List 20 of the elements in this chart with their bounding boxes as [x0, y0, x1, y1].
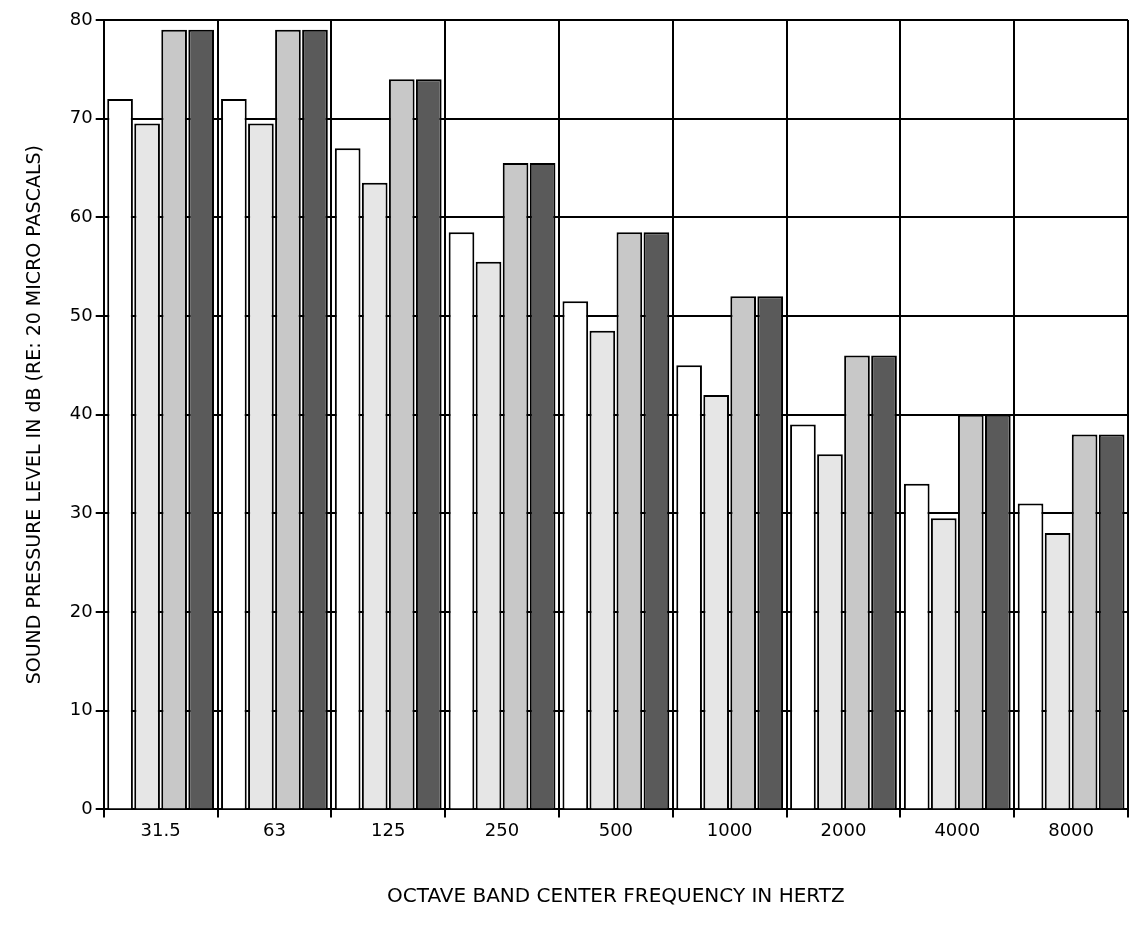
x-tick-label: 250	[484, 818, 520, 840]
x-tick-label: 8000	[1048, 818, 1094, 840]
y-axis-title: SOUND PRESSURE LEVEL IN dB (RE: 20 MICRO PASCALS)	[22, 145, 45, 685]
x-tick-label: 2000	[820, 818, 867, 840]
y-tick-label: 0	[81, 797, 93, 819]
x-axis-title: OCTAVE BAND CENTER FREQUENCY IN HERTZ	[387, 883, 845, 908]
y-tick-label: 20	[69, 599, 93, 621]
y-tick-label: 30	[69, 501, 93, 523]
y-tick-label: 80	[69, 7, 93, 29]
y-tick-label: 40	[69, 402, 93, 424]
x-tick-label: 31.5	[140, 818, 181, 840]
x-tick-label: 125	[371, 818, 406, 840]
y-tick-label: 60	[69, 205, 93, 227]
y-tick-label: 10	[69, 698, 93, 720]
x-tick-label: 63	[262, 818, 286, 840]
y-tick-label: 70	[69, 106, 93, 128]
x-tick-label: 500	[598, 818, 634, 840]
x-tick-label: 4000	[934, 818, 981, 840]
y-tick-label: 50	[69, 303, 93, 325]
x-tick-label: 1000	[706, 818, 753, 840]
